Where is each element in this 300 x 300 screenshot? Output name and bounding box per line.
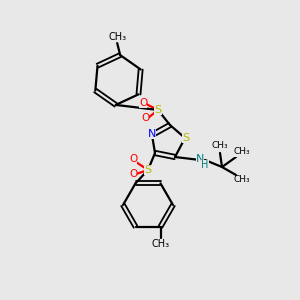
Text: S: S — [144, 165, 152, 175]
Text: S: S — [154, 105, 162, 115]
Text: CH₃: CH₃ — [234, 148, 250, 157]
Text: O: O — [139, 98, 147, 108]
Text: H: H — [201, 160, 209, 170]
Text: CH₃: CH₃ — [108, 32, 126, 42]
Text: O: O — [141, 113, 149, 123]
Text: O: O — [129, 169, 137, 179]
Text: N: N — [196, 154, 204, 164]
Text: S: S — [182, 133, 190, 143]
Text: CH₃: CH₃ — [212, 142, 228, 151]
Text: CH₃: CH₃ — [234, 176, 250, 184]
Text: N: N — [148, 129, 156, 139]
Text: CH₃: CH₃ — [152, 239, 169, 249]
Text: O: O — [129, 154, 137, 164]
